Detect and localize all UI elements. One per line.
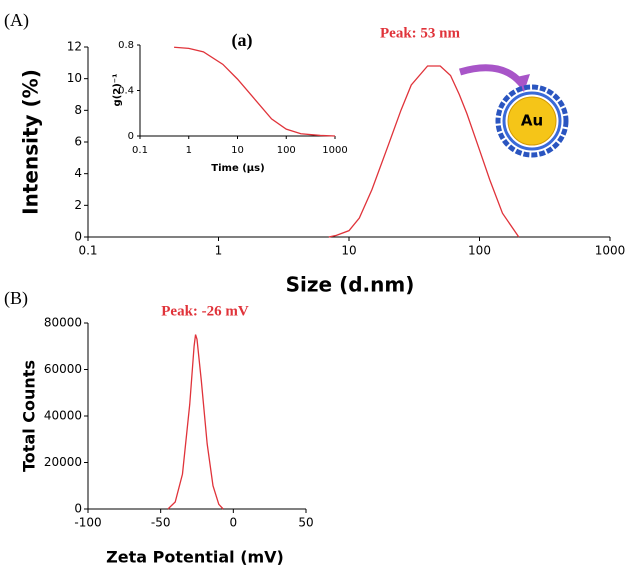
x-tick-label: -100 [74,516,101,530]
x-tick-label: -50 [151,516,171,530]
particle-label: Au [521,112,543,130]
y-tick-label: 12 [67,40,82,54]
y-tick-label: 4 [74,166,82,180]
data-line [328,65,520,238]
panel-label: (A) [4,10,29,31]
gold-core [507,96,557,146]
x-tick-label: 1000 [322,145,347,156]
y-tick-label: 0 [74,230,82,244]
ligand-shell [495,84,569,158]
panel-label: (B) [4,288,28,309]
y-axis-label: Intensity (%) [19,69,43,215]
x-tick-label: 1000 [595,244,626,258]
x-tick-label: 10 [231,145,244,156]
peak-annotation: Peak: -26 mV [161,303,249,319]
inset-title: (a) [232,30,253,51]
y-tick-label: 40000 [44,409,82,423]
x-tick-label: 10 [341,244,356,258]
y-axis-label: Total Counts [20,360,39,472]
x-tick-label: 1 [186,145,192,156]
x-tick-label: 50 [298,516,313,530]
x-axis-label: Time (μs) [211,163,264,174]
x-tick-label: 0 [230,516,238,530]
ligand-shell [502,91,562,151]
y-tick-label: 80000 [44,316,82,330]
y-tick-label: 0.8 [118,40,134,51]
y-tick-label: 0 [74,502,82,516]
y-tick-label: 10 [67,71,82,85]
y-tick-label: 20000 [44,455,82,469]
x-tick-label: 1 [215,244,223,258]
y-tick-label: 6 [74,135,82,149]
x-axis-label: Size (d.nm) [286,273,415,297]
x-tick-label: 100 [277,145,296,156]
x-tick-label: 100 [468,244,491,258]
y-tick-label: 8 [74,103,82,117]
x-tick-label: 0.1 [78,244,97,258]
data-line [167,334,224,510]
y-tick-label: 0 [128,131,134,142]
y-tick-label: 0.4 [118,86,134,97]
y-axis-label: g(2)⁻¹ [112,74,123,107]
y-tick-label: 60000 [44,362,82,376]
x-axis-label: Zeta Potential (mV) [106,548,284,567]
x-tick-label: 0.1 [132,145,148,156]
y-tick-label: 2 [74,198,82,212]
arrow [458,64,523,85]
peak-annotation: Peak: 53 nm [380,25,461,41]
data-line [174,46,336,137]
